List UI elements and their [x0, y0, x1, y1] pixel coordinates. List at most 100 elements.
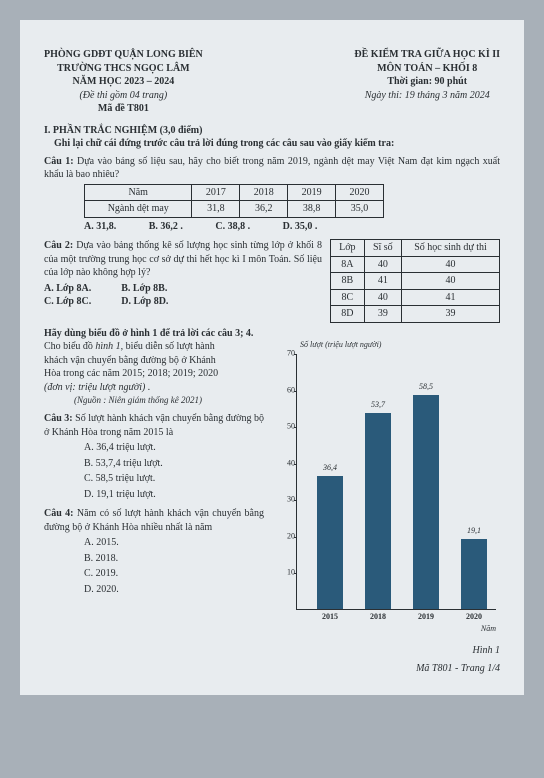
chart-desc-l2: khách vận chuyển bằng đường bộ ở Khánh — [44, 354, 264, 368]
chart-ytick-mark — [294, 354, 297, 355]
chart-x-label: Năm — [481, 624, 496, 635]
year-line: NĂM HỌC 2023 – 2024 — [44, 75, 203, 89]
cell: 36,2 — [240, 201, 288, 218]
q3-opt-d: D. 19,1 triệu lượt. — [84, 488, 264, 502]
chart-bar-label: 36,4 — [315, 463, 345, 474]
chart-bar — [461, 539, 487, 609]
q3-opt-a: A. 36,4 triệu lượt. — [84, 441, 264, 455]
chart-ytick-mark — [294, 573, 297, 574]
table-row: Ngành dệt may 31,8 36,2 38,8 35,0 — [85, 201, 384, 218]
code-line: Mã đề T801 — [44, 102, 203, 116]
cell: Sĩ số — [364, 240, 401, 257]
cell: 2020 — [336, 184, 384, 201]
figure-caption: Hình 1 — [270, 644, 500, 658]
table-row: 8B4140 — [331, 273, 500, 290]
header-right: ĐỀ KIỂM TRA GIỮA HỌC KÌ II MÔN TOÁN – KH… — [354, 48, 500, 116]
cell: 35,0 — [336, 201, 384, 218]
chart-bar — [413, 395, 439, 609]
q3-stem: Câu 3: Số lượt hành khách vận chuyển bằn… — [44, 412, 264, 439]
q1-opt-a: A. 31,8. — [84, 220, 116, 234]
q1-table: Năm 2017 2018 2019 2020 Ngành dệt may 31… — [84, 184, 384, 218]
chart-bar-label: 19,1 — [459, 526, 489, 537]
chart-bar-label: 58,5 — [411, 382, 441, 393]
q34-left: Cho biểu đồ hình 1, biểu diễn số lượt hà… — [44, 340, 264, 598]
chart-ytick-mark — [294, 537, 297, 538]
q1-opt-b: B. 36,2 . — [149, 220, 183, 234]
chart-ytick: 70 — [277, 349, 295, 360]
chart-desc-unit: (đơn vị: triệu lượt người) . — [44, 381, 264, 395]
q3-opt-c: C. 58,5 triệu lượt. — [84, 472, 264, 486]
chart-ytick: 50 — [277, 422, 295, 433]
q2-opts-row2: C. Lớp 8C. D. Lớp 8D. — [44, 295, 322, 309]
table-row: 8A4040 — [331, 256, 500, 273]
chart-ytick-mark — [294, 427, 297, 428]
q1-text: Dựa vào bảng số liệu sau, hãy cho biết t… — [44, 156, 500, 181]
q1-opt-c: C. 38,8 . — [215, 220, 250, 234]
cell: Ngành dệt may — [85, 201, 192, 218]
table-row: 8D3939 — [331, 306, 500, 323]
chart-bar — [317, 476, 343, 609]
date-line: Ngày thi: 19 tháng 3 năm 2024 — [354, 89, 500, 103]
section-1-title: I. PHẦN TRẮC NGHIỆM (3,0 điểm) — [44, 124, 500, 138]
q2-opt-b: B. Lớp 8B. — [121, 282, 167, 296]
cell: Số học sinh dự thi — [402, 240, 500, 257]
subject-line: MÔN TOÁN – KHỐI 8 — [354, 62, 500, 76]
table-row: Lớp Sĩ số Số học sinh dự thi — [331, 240, 500, 257]
exam-title: ĐỀ KIỂM TRA GIỮA HỌC KÌ II — [354, 48, 500, 62]
q3-opt-b: B. 53,7,4 triệu lượt. — [84, 457, 264, 471]
chart-ytick-mark — [294, 391, 297, 392]
q34-block: Cho biểu đồ hình 1, biểu diễn số lượt hà… — [44, 340, 500, 675]
q2-table: Lớp Sĩ số Số học sinh dự thi 8A4040 8B41… — [330, 239, 500, 323]
q4-opt-c: C. 2019. — [84, 567, 264, 581]
q2-opts-row1: A. Lớp 8A. B. Lớp 8B. — [44, 282, 322, 296]
header: PHÒNG GDĐT QUẬN LONG BIÊN TRƯỜNG THCS NG… — [44, 48, 500, 116]
table-row: Năm 2017 2018 2019 2020 — [85, 184, 384, 201]
q4-opt-d: D. 2020. — [84, 583, 264, 597]
chart-ytick: 20 — [277, 531, 295, 542]
chart-xtick: 2018 — [363, 612, 393, 623]
chart-ytick-mark — [294, 464, 297, 465]
instruction: Ghi lại chữ cái đứng trước câu trả lời đ… — [44, 137, 500, 151]
cell: 2017 — [192, 184, 240, 201]
header-left: PHÒNG GDĐT QUẬN LONG BIÊN TRƯỜNG THCS NG… — [44, 48, 203, 116]
q1-opt-d: D. 35,0 . — [283, 220, 318, 234]
cell: 2019 — [288, 184, 336, 201]
q4-opt-b: B. 2018. — [84, 552, 264, 566]
q2-opt-d: D. Lớp 8D. — [121, 295, 168, 309]
pages-line: (Đề thi gồm 04 trang) — [44, 89, 203, 103]
q2-left: Câu 2: Dựa vào bảng thống kê số lượng họ… — [44, 239, 322, 323]
chart-bar-label: 53,7 — [363, 400, 393, 411]
duration-line: Thời gian: 90 phút — [354, 75, 500, 89]
q4-text: Năm có số lượt hành khách vận chuyển bằn… — [44, 508, 264, 533]
chart-container: Số lượt (triệu lượt người) Năm 102030405… — [270, 340, 500, 675]
chart-instruction: Hãy dùng biểu đồ ở hình 1 để trả lời các… — [44, 327, 500, 341]
cell: Lớp — [331, 240, 365, 257]
q1-stem: Câu 1: Dựa vào bảng số liệu sau, hãy cho… — [44, 155, 500, 182]
cell: 38,8 — [288, 201, 336, 218]
exam-page: PHÒNG GDĐT QUẬN LONG BIÊN TRƯỜNG THCS NG… — [20, 20, 524, 695]
q2-opt-c: C. Lớp 8C. — [44, 295, 91, 309]
chart-plot-area: Năm 1020304050607036,4201553,7201858,520… — [296, 354, 496, 610]
chart-ytick: 30 — [277, 495, 295, 506]
cell: 2018 — [240, 184, 288, 201]
q2-text: Dựa vào bảng thống kê số lượng học sinh … — [44, 240, 322, 278]
chart-desc: Cho biểu đồ hình 1, biểu diễn số lượt hà… — [44, 340, 264, 354]
q4-stem: Câu 4: Năm có số lượt hành khách vận chu… — [44, 507, 264, 534]
bar-chart: Số lượt (triệu lượt người) Năm 102030405… — [270, 340, 500, 640]
chart-ytick-mark — [294, 500, 297, 501]
q2-block: Câu 2: Dựa vào bảng thống kê số lượng họ… — [44, 239, 500, 323]
table-row: 8C4041 — [331, 289, 500, 306]
chart-desc-l3: Hòa trong các năm 2015; 2018; 2019; 2020 — [44, 367, 264, 381]
q4-label: Câu 4: — [44, 508, 74, 519]
q3-label: Câu 3: — [44, 413, 73, 424]
q4-opt-a: A. 2015. — [84, 536, 264, 550]
q2-label: Câu 2: — [44, 240, 73, 251]
q3-text: Số lượt hành khách vận chuyển bằng đường… — [44, 413, 264, 438]
q1-label: Câu 1: — [44, 156, 74, 167]
chart-xtick: 2020 — [459, 612, 489, 623]
org-line: PHÒNG GDĐT QUẬN LONG BIÊN — [44, 48, 203, 62]
chart-ytick: 40 — [277, 458, 295, 469]
chart-xtick: 2015 — [315, 612, 345, 623]
school-line: TRƯỜNG THCS NGỌC LÂM — [44, 62, 203, 76]
q1-options: A. 31,8. B. 36,2 . C. 38,8 . D. 35,0 . — [84, 220, 500, 234]
